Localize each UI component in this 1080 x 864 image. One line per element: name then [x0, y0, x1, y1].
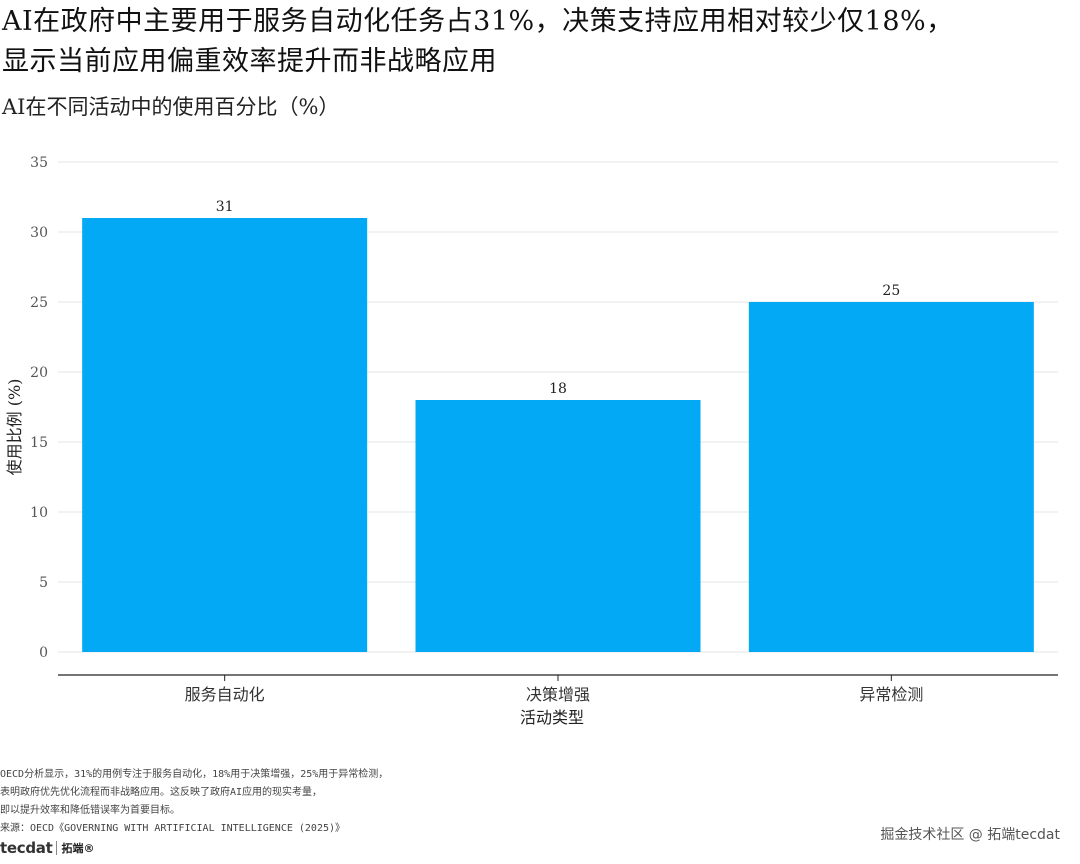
logo-divider	[56, 841, 58, 855]
y-tick-label: 35	[30, 155, 48, 171]
y-tick-label: 25	[30, 295, 48, 311]
y-tick-label: 10	[30, 505, 48, 521]
data-label: 18	[549, 381, 567, 397]
y-tick-label: 15	[30, 435, 48, 451]
bar	[748, 302, 1034, 652]
x-axis-ticks: 服务自动化 决策增强 异常检测	[185, 675, 923, 704]
source-line: 来源：OECD《GOVERNING WITH ARTIFICIAL INTELL…	[0, 823, 346, 834]
data-label: 25	[882, 283, 900, 299]
y-tick-label: 20	[30, 365, 48, 381]
x-axis-title: 活动类型	[520, 708, 584, 727]
bars: 31 18 25	[82, 199, 1034, 652]
tecdat-logo: tecdat 拓端®	[0, 837, 94, 859]
bar	[415, 400, 701, 652]
watermark: 掘金技术社区 @ 拓端tecdat	[880, 827, 1060, 843]
chart-subtitle: AI在不同活动中的使用百分比（%）	[2, 95, 340, 119]
bar-chart: 31 18 25 0 5 10 15 20 25 30 35 服务自动化 决策增强 异常检测 活动类型…	[5, 155, 1058, 727]
footnote-line: OECD分析显示，31%的用例专注于服务自动化，18%用于决策增强，25%用于异…	[0, 769, 389, 780]
x-tick-label: 异常检测	[859, 685, 923, 704]
footnote-line: 表明政府优先优化流程而非战略应用。这反映了政府AI应用的现实考量，	[0, 787, 323, 798]
logo-brand: 拓端®	[61, 842, 95, 855]
y-tick-label: 0	[39, 645, 48, 661]
y-tick-label: 5	[39, 575, 48, 591]
chart-title-line-1: AI在政府中主要用于服务自动化任务占31%，决策支持应用相对较少仅18%，	[2, 6, 954, 37]
logo-mark: tecdat	[0, 839, 53, 857]
y-axis-ticks: 0 5 10 15 20 25 30 35	[30, 155, 48, 661]
bar	[82, 218, 368, 652]
chart-title: AI在政府中主要用于服务自动化任务占31%，决策支持应用相对较少仅18%， 显示…	[2, 2, 1072, 82]
x-tick-label: 服务自动化	[185, 685, 265, 704]
y-tick-label: 30	[30, 225, 48, 241]
footnote: OECD分析显示，31%的用例专注于服务自动化，18%用于决策增强，25%用于异…	[0, 766, 388, 838]
chart-title-line-2: 显示当前应用偏重效率提升而非战略应用	[2, 46, 497, 77]
footnote-line: 即以提升效率和降低错误率为首要目标。	[0, 805, 180, 816]
data-label: 31	[216, 199, 234, 215]
x-tick-label: 决策增强	[526, 685, 590, 704]
y-axis-title: 使用比例 (%)	[5, 379, 24, 476]
